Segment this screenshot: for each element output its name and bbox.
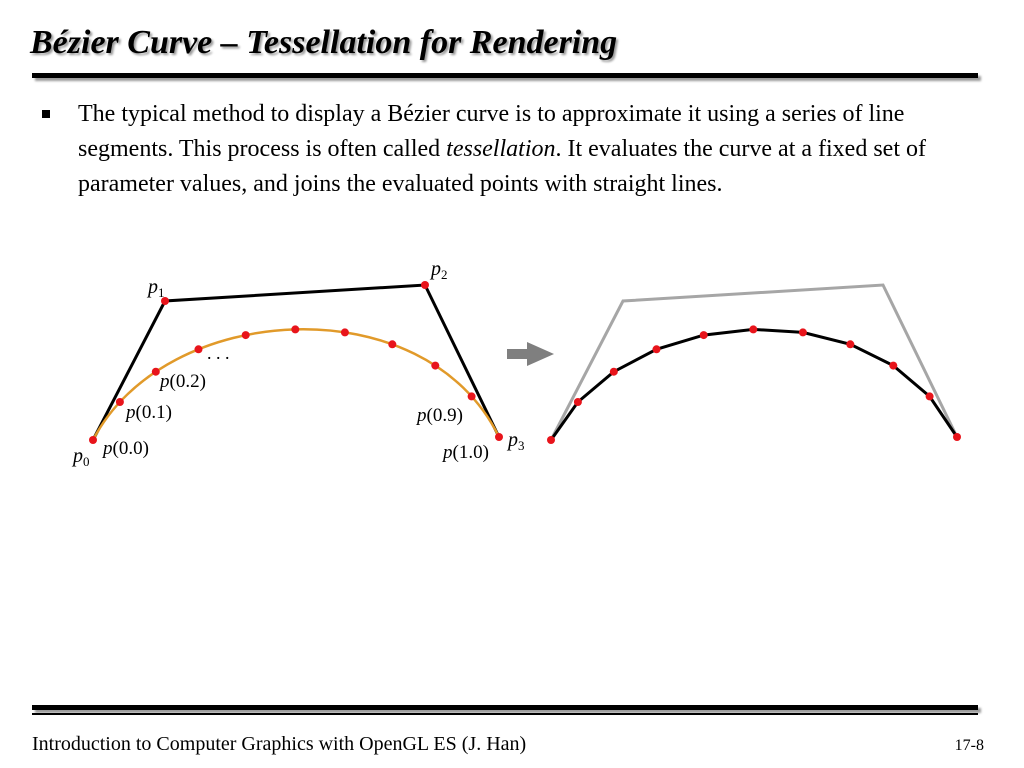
bullet-text-part1: The typical method to display a Bézier c… (78, 101, 905, 162)
bullet-text-part2: . It evaluates the curve at a fixed set … (78, 136, 926, 197)
tessellation-point (652, 345, 661, 354)
tessellation-point (925, 392, 934, 401)
label-p-0-0: p(0.0) (101, 438, 149, 459)
label-ellipsis: . . . (207, 343, 230, 363)
curve-sample-point (388, 340, 397, 349)
label-p-0-9: p(0.9) (415, 405, 463, 426)
curve-sample-point (151, 367, 160, 376)
curve-sample-point (467, 392, 476, 401)
curve-sample-point (115, 398, 124, 406)
label-p-0-2: p(0.2) (158, 371, 206, 392)
right-arrow-icon (507, 342, 554, 366)
footer-rule (32, 705, 978, 710)
curve-sample-point (495, 433, 503, 441)
tessellation-points (547, 325, 961, 444)
control-points (161, 281, 429, 305)
label-p-0-1: p(0.1) (124, 402, 172, 423)
label-p0: p0 (71, 445, 90, 469)
control-point-p1 (161, 297, 169, 305)
control-point-p2 (421, 281, 429, 289)
curve-sample-point (89, 436, 97, 444)
bullet-emphasis: tessellation (446, 136, 556, 162)
tessellation-point (953, 433, 961, 441)
curve-sample-point (194, 345, 203, 354)
footer-page-number: 17-8 (954, 737, 984, 754)
tessellation-point (798, 328, 807, 337)
tessellated-polyline (549, 327, 959, 441)
tessellation-point (699, 331, 708, 340)
curve-sample-point (291, 325, 300, 334)
curve-sample-point (340, 328, 349, 337)
tessellation-point (609, 367, 618, 376)
slide-title: Bézier Curve – Tessellation for Renderin… (30, 24, 618, 61)
tessellation-point (547, 436, 555, 444)
bullet-paragraph: The typical method to display a Bézier c… (78, 97, 990, 202)
curve-sample-point (241, 331, 250, 340)
tessellation-point (749, 325, 758, 334)
tessellation-point (846, 340, 855, 349)
label-p2: p2 (429, 258, 448, 282)
control-polygon-faded (549, 283, 959, 441)
tessellation-point (889, 361, 898, 370)
label-p1: p1 (146, 276, 165, 300)
title-rule (32, 73, 978, 78)
tessellation-point (573, 398, 582, 406)
footer-course-title: Introduction to Computer Graphics with O… (32, 733, 527, 755)
control-polygon (91, 283, 501, 441)
bullet-square-icon (42, 110, 50, 118)
curve-sample-point (431, 361, 440, 370)
label-p-1-0: p(1.0) (441, 442, 489, 463)
label-p3: p3 (506, 429, 525, 453)
footer-rule-thin (32, 713, 978, 715)
curve-sample-points (89, 325, 503, 444)
